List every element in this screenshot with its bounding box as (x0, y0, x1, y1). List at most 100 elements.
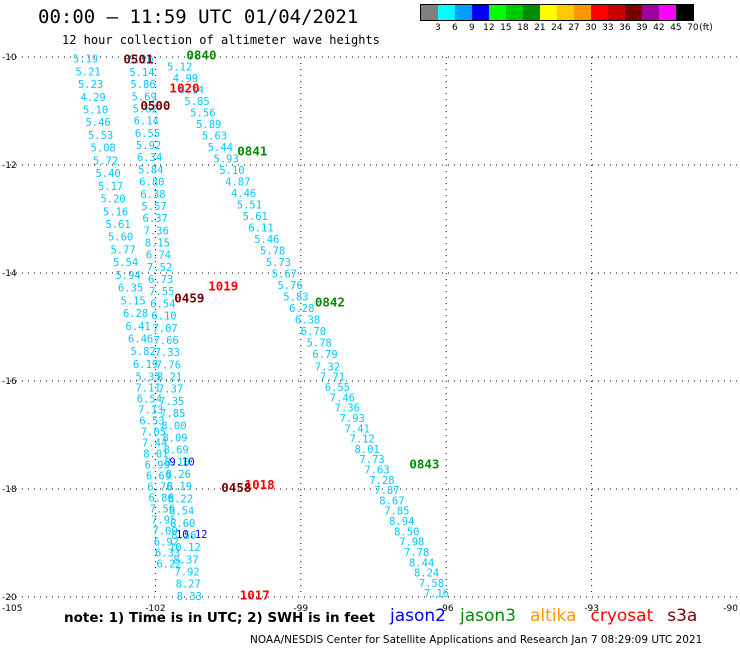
pass-time-label: 0500 (140, 98, 170, 113)
x-tick-label: -90 (723, 604, 738, 614)
legend-swatch (608, 5, 625, 20)
wave-height-point: 6.80 (139, 177, 164, 189)
wave-height-point: 5.19 (73, 54, 98, 66)
legend-swatch (642, 5, 659, 20)
wave-height-point: 7.28 (369, 475, 394, 487)
wave-height-point: 8.50 (394, 526, 419, 538)
wave-height-point: 7.00 (152, 526, 177, 538)
wave-height-point: 7.35 (159, 396, 184, 408)
pass-time-label: 0841 (237, 144, 267, 159)
legend-swatch (506, 5, 523, 20)
wave-height-point: 6.55 (135, 128, 160, 140)
wave-height-point: 5.17 (98, 181, 123, 193)
satellite-label-cryosat: cryosat (590, 606, 654, 626)
wave-height-point: 6.79 (312, 349, 337, 361)
wave-height-point: 8.21 (157, 372, 182, 384)
wave-height-point: 5.40 (95, 168, 120, 180)
y-tick-label: -18 (2, 485, 17, 495)
wave-height-point: 6.73 (148, 274, 173, 286)
wave-height-point: 7.07 (152, 323, 177, 335)
wave-height-point: 5.15 (120, 295, 145, 307)
wave-height-point: 6.35 (118, 283, 143, 295)
legend-label: 70 (687, 23, 699, 33)
wave-height-point: 8.33 (177, 591, 202, 603)
wave-height-point: 6.38 (295, 315, 320, 327)
legend-label: 45 (670, 23, 682, 33)
wave-height-point: 5.08 (90, 143, 115, 155)
pass-time-label: 0501 (123, 52, 153, 67)
wave-height-point: 7.05 (141, 426, 166, 438)
legend-swatch (421, 5, 438, 20)
wave-height-point: 6.10 (151, 311, 176, 323)
wave-height-point: 7.76 (156, 359, 181, 371)
legend-swatches (420, 4, 694, 21)
y-tick-label: -12 (2, 161, 17, 171)
page-subtitle: 12 hour collection of altimeter wave hei… (62, 33, 380, 47)
wave-height-point: 7.41 (345, 423, 370, 435)
wave-height-point: 5.14 (129, 67, 154, 79)
wave-height-point: 8.67 (379, 495, 404, 507)
pass-time-label: 1017 (240, 587, 270, 602)
wave-height-point: 8.01 (354, 444, 379, 456)
color-legend: 3 6 9 12 15 18 21 24 27 30 33 36 39 42 45 70 (ft) (420, 4, 713, 33)
wave-height-point: 5.56 (190, 108, 215, 120)
wave-height-point: 5.51 (237, 200, 262, 212)
wave-height-point: 5.78 (307, 338, 332, 350)
pass-time-label: 0458 (221, 480, 251, 495)
legend-label: 42 (653, 23, 665, 33)
wave-height-point: 5.57 (141, 201, 166, 213)
wave-height-point: 6.54 (150, 298, 175, 310)
wave-height-point: 8.26 (166, 469, 191, 481)
wave-height-point: 5.53 (88, 130, 113, 142)
wave-height-point: 5.20 (128, 55, 153, 67)
wave-height-point: 7.37 (158, 384, 183, 396)
wave-height-point: 5.20 (100, 194, 125, 206)
legend-label: 24 (551, 23, 563, 33)
legend-swatch (659, 5, 676, 20)
footer-credit: NOAA/NESDIS Center for Satellite Applica… (250, 634, 703, 646)
wave-height-point: 8.44 (409, 557, 434, 569)
wave-height-point: 6.19 (133, 359, 158, 371)
y-tick-label: -16 (2, 377, 17, 387)
wave-height-point: 6.11 (248, 223, 273, 235)
legend-label: 3 (434, 23, 441, 33)
wave-height-point: 5.62 (133, 103, 158, 115)
wave-height-point: 7.73 (359, 454, 384, 466)
legend-swatch (472, 5, 489, 20)
legend-unit: (ft) (699, 23, 713, 33)
pass-time-label: 1019 (208, 279, 238, 294)
wave-height-point: 5.44 (208, 142, 233, 154)
wave-height-point: 6.38 (140, 189, 165, 201)
wave-height-point: 8.56 (171, 530, 196, 542)
wave-height-point: 5.63 (202, 131, 227, 143)
pass-time-label: 10.12 (176, 529, 208, 541)
wave-height-point: 7.36 (144, 225, 169, 237)
wave-height-point: 5.76 (277, 280, 302, 292)
legend-swatch (438, 5, 455, 20)
wave-height-point: 8.19 (167, 481, 192, 493)
wave-height-point: 8.01 (143, 448, 168, 460)
pass-time-label: 0840 (186, 47, 216, 62)
wave-height-point: 7.66 (154, 335, 179, 347)
legend-label: 33 (602, 23, 614, 33)
wave-height-point: 5.72 (93, 155, 118, 167)
wave-height-point: 6.76 (147, 482, 172, 494)
wave-height-point: 4.99 (173, 73, 198, 85)
legend-label: 27 (568, 23, 580, 33)
wave-height-point: 7.92 (174, 567, 199, 579)
wave-height-point: 5.92 (136, 140, 161, 152)
wave-height-point: 5.10 (219, 165, 244, 177)
legend-label: 15 (500, 23, 512, 33)
legend-swatch (625, 5, 642, 20)
legend-label: 30 (585, 23, 597, 33)
pass-time-label: 1020 (169, 80, 199, 95)
wave-height-point: 5.61 (243, 211, 268, 223)
satellite-label-altika: altika (530, 606, 577, 626)
pass-time-label: 0842 (315, 295, 345, 310)
wave-height-point: 7.93 (340, 413, 365, 425)
wave-height-point: 5.69 (132, 91, 157, 103)
wave-height-point: 7.16 (424, 588, 449, 600)
legend-swatch (489, 5, 506, 20)
